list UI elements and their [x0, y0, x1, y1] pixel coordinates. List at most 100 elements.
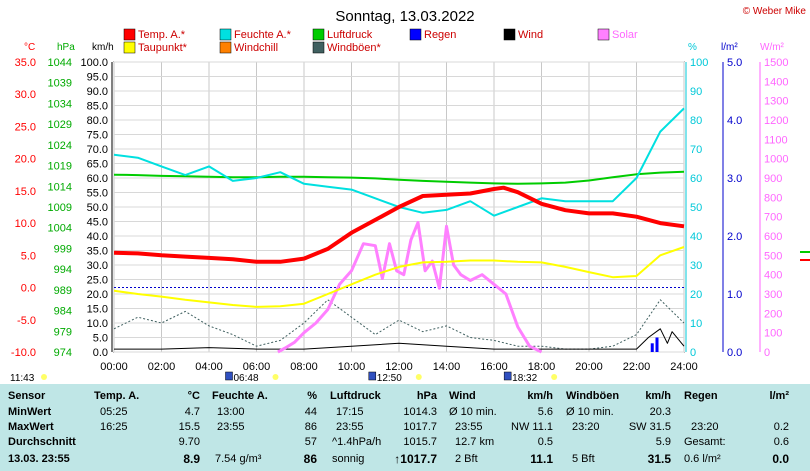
- series-taupunkt: [113, 246, 685, 308]
- tick-temp-4: 15.0: [15, 186, 36, 198]
- humidity-unit: %: [307, 390, 317, 402]
- tick-humidity-0: 100: [690, 57, 708, 69]
- series-tempa: [113, 185, 685, 264]
- tick-temp-9: -10.0: [11, 347, 36, 359]
- x-tick-1: 02:00: [148, 361, 176, 373]
- gust-max-time: 23:20: [572, 421, 600, 433]
- gust-beaufort: 5 Bft: [572, 453, 595, 465]
- x-tick-6: 12:00: [385, 361, 413, 373]
- tick-pressure-11: 989: [54, 285, 72, 297]
- legend-swatch-1: [219, 28, 232, 41]
- tick-wind-3: 85.0: [87, 101, 108, 113]
- tick-solar-9: 600: [764, 231, 782, 243]
- avg-row-label: Durchschnitt: [8, 436, 76, 448]
- rain-total-label: Gesamt:: [684, 436, 726, 448]
- humidity-column: Feuchte A. % 13:00 44 23:55 86 57 7.54 g…: [208, 384, 321, 471]
- tick-wind-12: 40.0: [87, 231, 108, 243]
- tick-wind-9: 55.0: [87, 188, 108, 200]
- wind-max-time: 23:55: [455, 421, 483, 433]
- tick-rain-1: 4.0: [727, 115, 742, 127]
- pressure-max-time: 23:55: [336, 421, 364, 433]
- wind-distance: 12.7 km: [455, 436, 495, 448]
- rain-total: 0.6: [773, 436, 789, 448]
- rain-bar-0: [650, 343, 654, 352]
- tick-wind-0: 100.0: [80, 57, 108, 69]
- temp-max: 15.5: [178, 421, 200, 433]
- weather-chart: Sonntag, 13.03.2022 © Weber Mike Temp. A.*…: [10, 6, 810, 384]
- legend-swatch-3: [409, 28, 422, 41]
- tick-wind-19: 5.0: [93, 333, 108, 345]
- min-row-label: MinWert: [8, 406, 52, 418]
- legend-label-3: Regen: [424, 29, 456, 41]
- axis-unit-humidity: %: [688, 42, 697, 53]
- tick-solar-2: 1300: [764, 96, 788, 108]
- temp-header: Temp. A.: [94, 390, 140, 402]
- gust-unit: km/h: [645, 390, 671, 402]
- tick-pressure-3: 1029: [48, 119, 72, 131]
- gust-avg: 5.9: [655, 436, 671, 448]
- pressure-current: ↑1017.7: [394, 452, 437, 466]
- axis-unit-temp: °C: [24, 42, 35, 53]
- tick-solar-11: 400: [764, 270, 782, 282]
- tick-solar-13: 200: [764, 308, 782, 320]
- humidity-avg: 57: [304, 436, 317, 448]
- tick-wind-16: 20.0: [87, 289, 108, 301]
- tick-rain-4: 1.0: [727, 289, 742, 301]
- rain-max-time: 23:20: [691, 421, 719, 433]
- gust-max: SW 31.5: [628, 421, 671, 433]
- legend-label-7: Windchill: [234, 42, 278, 54]
- tick-rain-2: 3.0: [727, 173, 742, 185]
- rain-header: Regen: [684, 390, 718, 402]
- gust-column: Windböen km/h Ø 10 min. 20.3 23:20 SW 31…: [561, 384, 675, 471]
- legend-label-1: Feuchte A.*: [234, 29, 292, 41]
- rain-rate: 0.6 l/m²: [684, 453, 721, 465]
- tick-humidity-9: 10: [690, 318, 702, 330]
- pressure-header: Luftdruck: [330, 390, 381, 402]
- tick-humidity-8: 20: [690, 289, 702, 301]
- chart-title: Sonntag, 13.03.2022: [335, 8, 474, 25]
- tick-wind-14: 30.0: [87, 260, 108, 272]
- x-tick-11: 22:00: [623, 361, 651, 373]
- sensor-column: Sensor MinWert MaxWert Durchschnitt 13.0…: [0, 384, 90, 471]
- tick-temp-6: 5.0: [21, 250, 36, 262]
- legend-label-6: Taupunkt*: [138, 42, 188, 54]
- legend-swatch-2: [312, 28, 325, 41]
- x-tick-3: 06:00: [243, 361, 271, 373]
- tick-humidity-7: 30: [690, 260, 702, 272]
- legend-swatch-8: [312, 41, 325, 54]
- tick-humidity-4: 60: [690, 173, 702, 185]
- wind-avg: 0.5: [537, 436, 553, 448]
- tick-wind-1: 95.0: [87, 72, 108, 84]
- tick-pressure-13: 979: [54, 326, 72, 338]
- wind-beaufort: 2 Bft: [455, 453, 478, 465]
- humidity-max-time: 23:55: [217, 421, 245, 433]
- legend-swatch-0: [123, 28, 136, 41]
- tick-humidity-1: 90: [690, 86, 702, 98]
- x-tick-9: 18:00: [528, 361, 556, 373]
- tick-humidity-10: 0: [690, 347, 696, 359]
- rain-unit: l/m²: [769, 390, 789, 402]
- statistics-table: Sensor MinWert MaxWert Durchschnitt 13.0…: [0, 384, 810, 471]
- tick-pressure-12: 984: [54, 306, 72, 318]
- tick-temp-8: -5.0: [17, 315, 36, 327]
- humidity-absolute: 7.54 g/m³: [215, 453, 262, 465]
- x-tick-0: 00:00: [100, 361, 128, 373]
- x-tick-8: 16:00: [480, 361, 508, 373]
- tick-pressure-6: 1014: [48, 181, 72, 193]
- humidity-current: 86: [303, 452, 317, 466]
- axis-unit-solar: W/m²: [760, 42, 785, 53]
- gust-avg10: 20.3: [649, 406, 671, 418]
- wind-avg10: 5.6: [537, 406, 553, 418]
- tick-solar-4: 1100: [764, 134, 788, 146]
- wind-avg10-label: Ø 10 min.: [449, 406, 497, 418]
- tick-pressure-8: 1004: [48, 223, 72, 235]
- marker-dot-0: [272, 374, 279, 380]
- axis-unit-rain: l/m²: [721, 42, 738, 53]
- tick-solar-7: 800: [764, 192, 782, 204]
- tick-pressure-14: 974: [54, 347, 72, 359]
- tick-wind-17: 15.0: [87, 304, 108, 316]
- legend-label-4: Wind: [518, 29, 543, 41]
- tick-wind-10: 50.0: [87, 202, 108, 214]
- temp-min-time: 05:25: [100, 406, 128, 418]
- x-tick-12: 24:00: [670, 361, 698, 373]
